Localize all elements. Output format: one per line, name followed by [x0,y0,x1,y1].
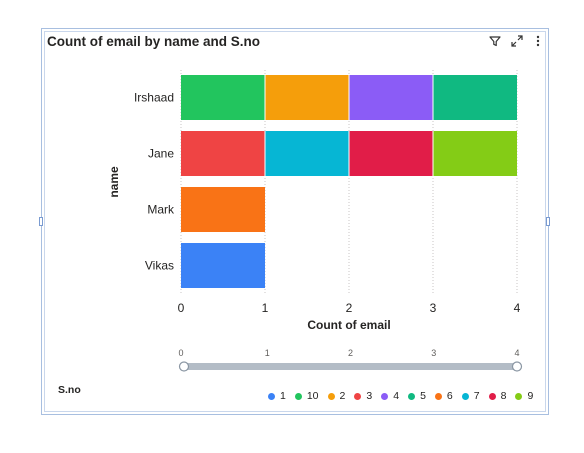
legend-label: 7 [473,390,480,402]
bar-mark-sno-6[interactable] [181,187,265,232]
bar-irshaad-sno-2[interactable] [265,75,349,120]
bar-irshaad-sno-5[interactable] [433,75,517,120]
slider-handle-end[interactable] [511,361,523,372]
visual-inner-border [44,31,546,412]
legend-dot [515,392,523,400]
legend-label: 10 [306,390,319,402]
legend-item-1[interactable]: 1 [268,390,286,402]
legend-dot [488,392,496,400]
legend-item-6[interactable]: 6 [434,390,453,402]
legend-item-5[interactable]: 5 [408,390,426,402]
legend-item-3[interactable]: 3 [354,390,372,402]
legend-item-8[interactable]: 8 [488,390,507,402]
legend-dot [354,392,362,400]
legend-dot [434,392,442,400]
visual-title: Count of email by name and S.no [47,34,261,49]
bar-irshaad-sno-10[interactable] [181,75,265,120]
resize-handle-right[interactable] [546,217,550,226]
legend-item-4[interactable]: 4 [381,390,399,402]
bar-jane-sno-7[interactable] [265,131,349,176]
legend-dot [408,392,416,400]
bars [181,75,517,288]
legend-label: 3 [366,390,373,402]
legend-dot [268,392,275,400]
legend-item-7[interactable]: 7 [461,390,480,402]
legend-label: 5 [420,390,426,402]
legend-label: 8 [500,390,507,402]
legend-item-2[interactable]: 2 [327,390,346,402]
legend: 1 10 2 3 4 5 6 7 8 9 [268,390,533,402]
bar-jane-sno-9[interactable] [433,131,517,176]
legend-label: 1 [280,390,286,402]
bar-jane-sno-8[interactable] [349,131,433,176]
legend-label: 4 [393,390,400,402]
legend-label: 2 [339,390,346,402]
filter-icon[interactable] [488,34,502,48]
resize-handle-left[interactable] [39,217,43,226]
bar-vikas-sno-1[interactable] [181,243,265,288]
legend-item-9[interactable]: 9 [515,390,533,402]
bar-irshaad-sno-4[interactable] [349,75,433,120]
slider-track[interactable] [184,363,517,370]
legend-dot [381,392,389,400]
legend-label: 6 [446,390,453,402]
bar-jane-sno-3[interactable] [181,131,265,176]
slider-handle-start[interactable] [178,361,190,372]
focus-mode-icon[interactable] [510,34,524,48]
legend-dot [294,392,302,400]
legend-item-10[interactable]: 10 [294,390,319,402]
legend-title: S.no [58,384,81,396]
legend-label: 9 [527,390,534,402]
legend-dot [327,392,335,400]
more-options-icon[interactable] [531,34,545,48]
legend-dot [461,392,469,400]
